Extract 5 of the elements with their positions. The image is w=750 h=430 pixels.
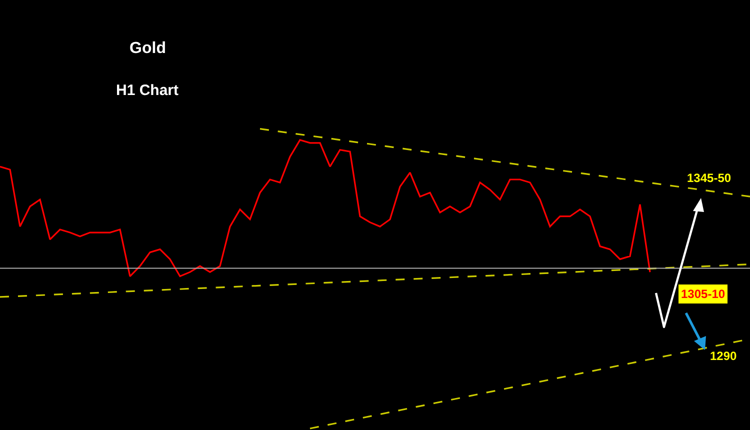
chart-subtitle: H1 Chart [116,82,179,99]
annotation: 1345-50 [687,171,732,185]
annotation: 1290 [710,349,738,363]
chart-title: Gold [130,40,166,57]
annotation: 1305-10 [681,287,726,301]
